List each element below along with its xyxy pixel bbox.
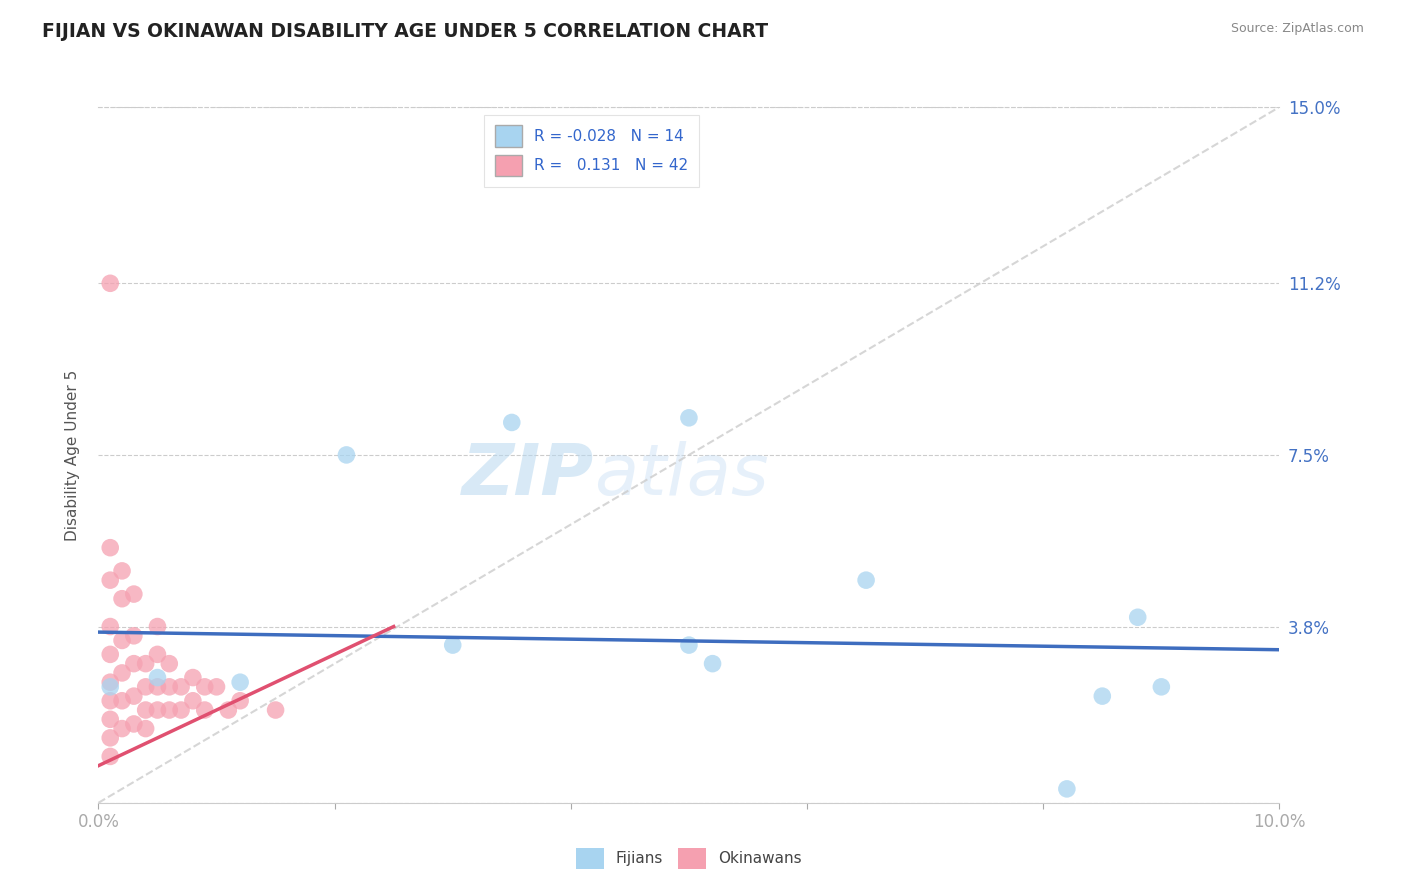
Point xyxy=(122,629,145,643)
Point xyxy=(157,703,180,717)
Point xyxy=(111,722,134,736)
Point xyxy=(122,689,145,703)
Point xyxy=(111,591,134,606)
Y-axis label: Disability Age Under 5: Disability Age Under 5 xyxy=(65,369,80,541)
Point xyxy=(122,717,145,731)
Legend: R = -0.028   N = 14, R =   0.131   N = 42: R = -0.028 N = 14, R = 0.131 N = 42 xyxy=(484,115,699,187)
Point xyxy=(1056,781,1078,796)
Point xyxy=(157,657,180,671)
Point xyxy=(170,680,193,694)
Text: atlas: atlas xyxy=(595,442,769,510)
Point xyxy=(98,573,121,587)
Point xyxy=(135,703,157,717)
Point xyxy=(264,703,287,717)
Point xyxy=(146,703,169,717)
Point xyxy=(135,722,157,736)
Point xyxy=(181,671,204,685)
Point xyxy=(855,573,877,587)
Point xyxy=(229,675,252,690)
Point xyxy=(678,638,700,652)
Text: Source: ZipAtlas.com: Source: ZipAtlas.com xyxy=(1230,22,1364,36)
Point xyxy=(146,648,169,662)
Point xyxy=(146,619,169,633)
Point xyxy=(217,703,239,717)
Point xyxy=(111,633,134,648)
Point xyxy=(205,680,228,694)
Point xyxy=(122,657,145,671)
Point xyxy=(170,703,193,717)
Point xyxy=(111,564,134,578)
Point xyxy=(501,416,523,430)
Point xyxy=(98,731,121,745)
Point xyxy=(98,648,121,662)
Point xyxy=(702,657,724,671)
Point xyxy=(194,680,217,694)
Text: FIJIAN VS OKINAWAN DISABILITY AGE UNDER 5 CORRELATION CHART: FIJIAN VS OKINAWAN DISABILITY AGE UNDER … xyxy=(42,22,768,41)
Point xyxy=(111,694,134,708)
Point xyxy=(1091,689,1114,703)
Text: ZIP: ZIP xyxy=(463,442,595,510)
Point xyxy=(441,638,464,652)
Point xyxy=(194,703,217,717)
Point xyxy=(98,680,121,694)
Point xyxy=(678,410,700,425)
Point xyxy=(122,587,145,601)
Point xyxy=(229,694,252,708)
Point xyxy=(146,680,169,694)
Point xyxy=(98,541,121,555)
Point xyxy=(146,671,169,685)
Point xyxy=(1126,610,1149,624)
Point xyxy=(98,749,121,764)
Point xyxy=(98,694,121,708)
Point xyxy=(111,665,134,680)
Point xyxy=(135,680,157,694)
Legend: Fijians, Okinawans: Fijians, Okinawans xyxy=(569,841,808,875)
Point xyxy=(98,712,121,726)
Point xyxy=(98,277,121,291)
Point xyxy=(98,619,121,633)
Point xyxy=(135,657,157,671)
Point xyxy=(157,680,180,694)
Point xyxy=(181,694,204,708)
Point xyxy=(98,675,121,690)
Point xyxy=(1150,680,1173,694)
Point xyxy=(335,448,357,462)
